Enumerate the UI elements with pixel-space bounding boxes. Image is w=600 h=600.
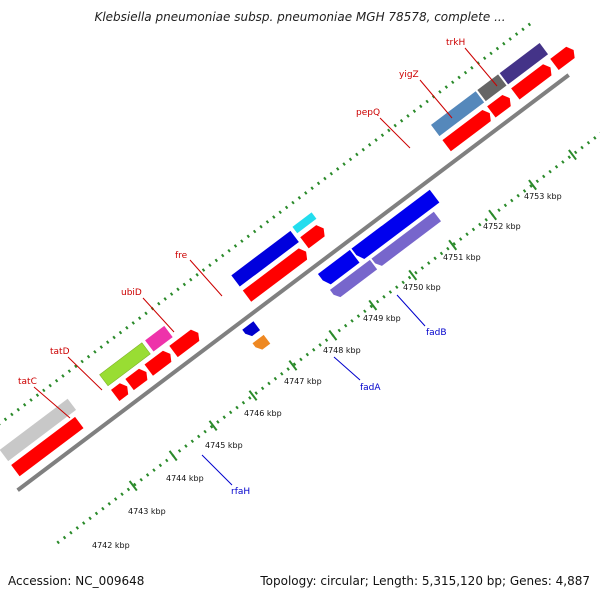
gene-label-pepQ[interactable]: pepQ (356, 108, 380, 118)
gene-feature-yigZ[interactable] (477, 74, 507, 102)
major-tick (208, 420, 218, 431)
major-ticks (128, 149, 577, 492)
cds-arrow (125, 368, 148, 391)
genome-backbone (16, 73, 570, 492)
cds-arrow (487, 94, 511, 118)
tick-label: 4752 kbp (483, 222, 521, 231)
accession-text: Accession: NC_009648 (8, 574, 145, 588)
major-tick (128, 480, 138, 492)
gene-label-fadB[interactable]: fadB (426, 328, 447, 338)
gene-label-tatC[interactable]: tatC (18, 377, 37, 387)
gene-feature-ubiD[interactable] (231, 230, 299, 287)
tick-label: 4749 kbp (363, 314, 401, 323)
cds-arrow (169, 329, 200, 358)
tick-label: 4751 kbp (443, 253, 481, 262)
gene-feature-fadA-left[interactable] (329, 259, 378, 300)
cds-arrow (300, 225, 325, 249)
inner-tick-row (56, 126, 600, 545)
gene-label-ubiD[interactable]: ubiD (121, 288, 142, 298)
major-tick (368, 299, 378, 311)
gene-feature-pepQ[interactable] (431, 91, 485, 137)
gene-feature-tatC[interactable] (99, 342, 151, 387)
gene-label-fadA[interactable]: fadA (360, 383, 381, 393)
tick-label: 4746 kbp (244, 409, 282, 418)
gene-feature-rfaH-upper[interactable] (242, 321, 261, 338)
tick-label: 4742 kbp (92, 541, 130, 550)
page-title: Klebsiella pneumoniae subsp. pneumoniae … (94, 10, 506, 24)
gene-label-leaders (33, 47, 498, 486)
tick-label: 4750 kbp (403, 283, 441, 292)
major-tick (328, 329, 338, 341)
gene-labels: tatC tatD ubiD fre pepQ yigZ trkH rfaH f… (18, 38, 465, 497)
tick-label: 4744 kbp (166, 474, 204, 483)
cds-arrow (550, 46, 575, 71)
major-tick (168, 450, 178, 462)
cds-arrow (442, 109, 491, 152)
gene-feature-tatD[interactable] (145, 325, 173, 352)
gene-feature-trkH[interactable] (499, 43, 549, 85)
gene-feature-left-grey (0, 398, 77, 462)
gene-feature-fre[interactable] (292, 212, 317, 234)
cds-arrow (511, 64, 552, 100)
major-tick (288, 360, 298, 371)
gene-label-trkH[interactable]: trkH (446, 38, 465, 48)
major-tick (488, 209, 498, 221)
major-tick (248, 390, 258, 401)
tick-label: 4743 kbp (128, 507, 166, 516)
cds-arrow (11, 416, 84, 477)
outer-tick-row (0, 22, 532, 441)
cds-arrow (144, 350, 172, 376)
tick-label: 4748 kbp (323, 346, 361, 355)
major-tick (568, 149, 577, 161)
topology-text: Topology: circular; Length: 5,315,120 bp… (260, 574, 590, 588)
gene-label-tatD[interactable]: tatD (50, 347, 70, 357)
tick-label: 4745 kbp (205, 441, 243, 450)
gene-feature-fadB-left[interactable] (317, 249, 360, 287)
gene-label-rfaH[interactable]: rfaH (231, 487, 250, 497)
gene-feature-fadA[interactable] (371, 211, 442, 269)
gene-label-fre[interactable]: fre (175, 251, 188, 261)
cds-arrow (242, 248, 308, 302)
major-tick (528, 179, 537, 191)
major-tick (408, 269, 418, 281)
major-tick (448, 239, 458, 251)
tick-label: 4747 kbp (284, 377, 322, 386)
gene-feature-rfaH[interactable] (252, 334, 271, 352)
cds-arrow (111, 383, 129, 402)
axis-tick-labels: 4742 kbp 4743 kbp 4744 kbp 4745 kbp 4746… (92, 192, 562, 550)
tick-label: 4753 kbp (524, 192, 562, 201)
gene-label-yigZ[interactable]: yigZ (399, 70, 419, 80)
gene-feature-fadB[interactable] (351, 189, 440, 262)
